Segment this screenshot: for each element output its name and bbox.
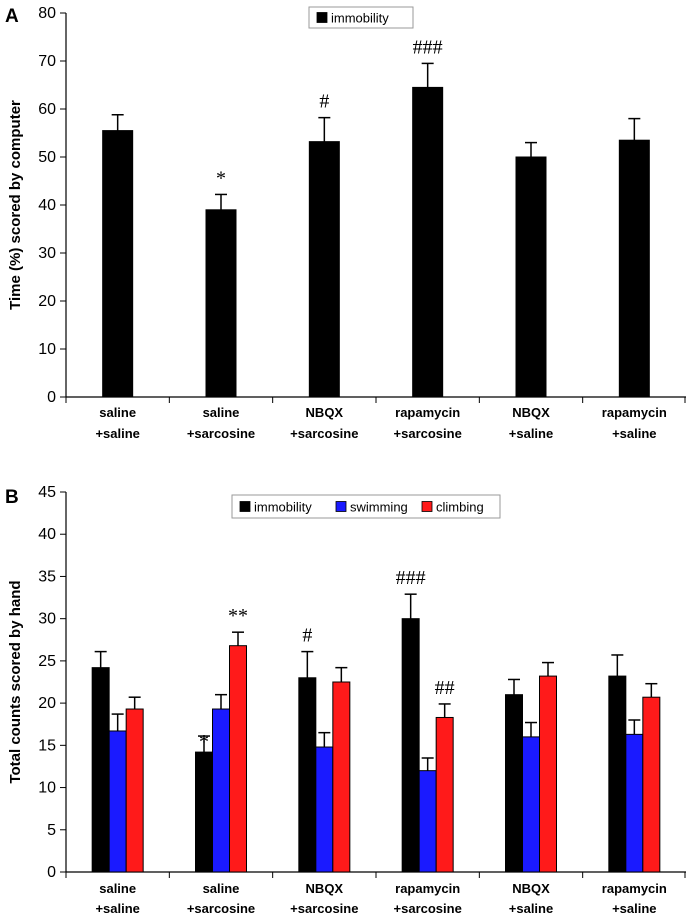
panel-a-significance-mark: # — [319, 91, 329, 113]
panel-b-significance-mark: ## — [435, 677, 455, 699]
panel-b-category-label: +sarcosine — [187, 901, 255, 916]
panel-b-category-label: rapamycin — [602, 881, 667, 896]
panel-a-y-tick-label: 0 — [47, 389, 56, 406]
panel-b-legend-label: climbing — [436, 500, 484, 515]
panel-b-bar-swimming — [212, 708, 230, 873]
panel-a-category-label: rapamycin — [602, 405, 667, 420]
panel-a-category-label: +sarcosine — [290, 426, 358, 441]
panel-a-legend-label: immobility — [331, 11, 389, 26]
panel-b-category-label: saline — [203, 881, 240, 896]
panel-b-y-tick-label: 0 — [47, 864, 56, 881]
panel-a-significance-mark: ### — [413, 36, 443, 58]
panel-a-label: A — [5, 6, 19, 27]
panel-b-y-tick-label: 5 — [47, 822, 56, 839]
panel-a-legend-swatch-immobility — [316, 12, 328, 23]
panel-b-bar-climbing — [642, 696, 661, 873]
panel-a-category-label: saline — [99, 405, 136, 420]
panel-a-category-label: +saline — [612, 426, 656, 441]
panel-b-label: B — [5, 487, 19, 508]
panel-b-legend-label: swimming — [350, 500, 408, 515]
panel-a-y-tick-label: 40 — [38, 197, 56, 214]
panel-b-significance-mark: ### — [396, 567, 426, 589]
panel-b-bar-immobility — [608, 675, 627, 873]
panel-a-bar-immobility — [618, 139, 650, 398]
panel-b-category-label: +sarcosine — [290, 901, 358, 916]
panel-b-legend-swatch-swimming — [335, 501, 347, 512]
panel-b-bar-swimming — [315, 746, 334, 873]
panel-b-bar-climbing — [332, 681, 351, 873]
panel-b-bar-immobility — [195, 751, 213, 873]
panel-b-bar-swimming — [522, 736, 540, 873]
panel-b-category-label: +saline — [95, 901, 139, 916]
panel-b-significance-mark: ** — [228, 605, 248, 627]
panel-b-bar-swimming — [418, 770, 437, 873]
panel-b-category-label: rapamycin — [395, 881, 460, 896]
panel-a-bar-immobility — [308, 141, 340, 398]
panel-b-bar-climbing — [435, 716, 454, 873]
panel-b-category-label: +saline — [509, 901, 553, 916]
panel-a-y-tick-label: 50 — [38, 149, 56, 166]
panel-a-category-label: NBQX — [512, 405, 550, 420]
panel-b-bar-climbing — [229, 645, 247, 873]
panel-b-y-tick-label: 45 — [38, 484, 56, 501]
panel-a-y-tick-label: 60 — [38, 101, 56, 118]
panel-b-y-axis-title: Total counts scored by hand — [7, 580, 24, 783]
panel-a-y-tick-label: 30 — [38, 245, 56, 262]
panel-a-category-label: +saline — [509, 426, 553, 441]
panel-b-bar-immobility — [505, 694, 523, 873]
panel-a-bar-immobility — [102, 130, 134, 398]
panel-b-legend-swatch-immobility — [239, 501, 251, 512]
panel-b-bar-immobility — [298, 677, 317, 873]
panel-a-category-label: NBQX — [306, 405, 344, 420]
panel-a-category-label: saline — [203, 405, 240, 420]
panel-a-bar-immobility — [515, 156, 547, 398]
panel-a-y-tick-label: 70 — [38, 53, 56, 70]
panel-b-category-label: +sarcosine — [394, 901, 462, 916]
panel-b-legend — [231, 494, 501, 519]
panel-a-category-label: rapamycin — [395, 405, 460, 420]
panel-a-significance-mark: * — [216, 167, 226, 189]
panel-b-category-label: saline — [99, 881, 136, 896]
panel-a-y-tick-label: 20 — [38, 293, 56, 310]
panel-a-bar-immobility — [412, 86, 444, 398]
panel-b-y-tick-label: 30 — [38, 611, 56, 628]
panel-a-y-tick-label: 80 — [38, 5, 56, 22]
panel-b-y-tick-label: 20 — [38, 695, 56, 712]
panel-b-significance-mark: * — [199, 731, 209, 753]
panel-a-bar-immobility — [205, 209, 237, 398]
panel-b-y-tick-label: 25 — [38, 653, 56, 670]
panel-b-category-label: NBQX — [306, 881, 344, 896]
panel-a-category-label: +saline — [95, 426, 139, 441]
panel-b-category-label: NBQX — [512, 881, 550, 896]
panel-a-category-label: +sarcosine — [187, 426, 255, 441]
panel-b-y-tick-label: 35 — [38, 568, 56, 585]
panel-b-bar-climbing — [539, 675, 557, 873]
panel-b-bar-immobility — [401, 618, 420, 873]
panel-b-y-tick-label: 40 — [38, 526, 56, 543]
panel-b-legend-label: immobility — [254, 500, 312, 515]
panel-a-y-axis-title: Time (%) scored by computer — [7, 100, 24, 310]
panel-b-legend-swatch-climbing — [421, 501, 433, 512]
panel-b-bar-swimming — [625, 733, 644, 873]
panel-b-bar-climbing — [125, 708, 144, 873]
panel-b-y-tick-label: 10 — [38, 780, 56, 797]
panel-b-y-tick-label: 15 — [38, 737, 56, 754]
panel-a-legend — [308, 6, 414, 29]
panel-b-significance-mark: # — [302, 625, 312, 647]
panel-b-bar-swimming — [108, 730, 127, 873]
panel-a-category-label: +sarcosine — [394, 426, 462, 441]
panel-b-bar-immobility — [91, 667, 110, 873]
panel-a-y-tick-label: 10 — [38, 341, 56, 358]
panel-b-category-label: +saline — [612, 901, 656, 916]
